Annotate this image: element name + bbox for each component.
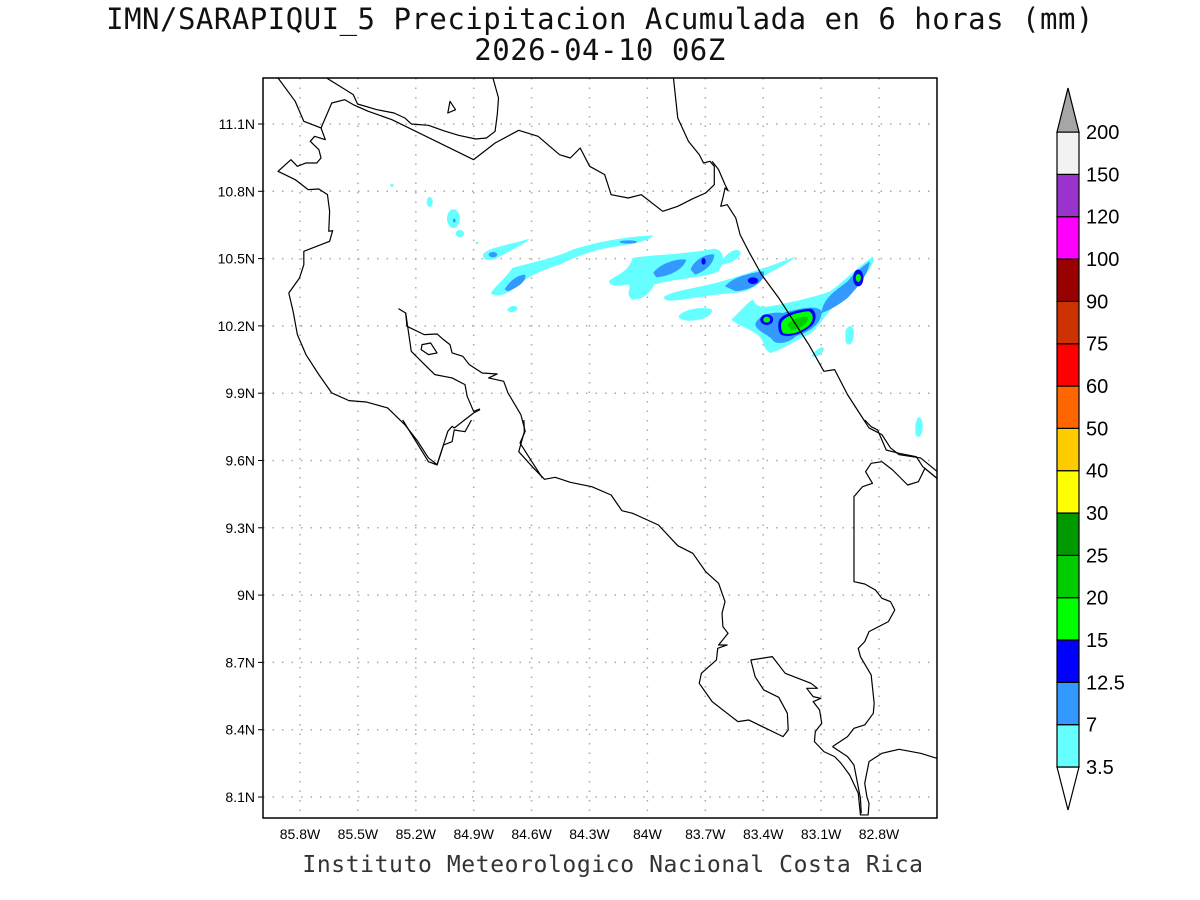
colorbar-level-label: 200	[1086, 122, 1119, 144]
lat-label: 10.8N	[218, 183, 255, 199]
lon-label: 84W	[633, 826, 663, 842]
lon-label: 82.8W	[859, 826, 900, 842]
lat-label: 9N	[237, 587, 255, 603]
lat-label: 8.7N	[225, 654, 255, 670]
colorbar-swatch	[1056, 724, 1080, 768]
colorbar-legend: 3.5 7 12.5 15 20 25 30 40 50 60 75 90 100 120 150 200	[1056, 87, 1125, 811]
precip-20-25mm	[787, 316, 809, 331]
lon-label: 84.6W	[511, 826, 552, 842]
lat-label: 8.4N	[225, 722, 255, 738]
colorbar-swatch	[1056, 216, 1080, 260]
precipitation-field	[390, 183, 923, 437]
colorbar-swatch	[1056, 385, 1080, 429]
colorbar-level-label: 50	[1086, 418, 1108, 440]
lon-label: 84.9W	[453, 826, 494, 842]
lat-label: 9.3N	[225, 520, 255, 536]
colorbar-swatch	[1056, 554, 1080, 599]
colorbar-level-label: 7	[1086, 715, 1097, 737]
colorbar-swatch	[1056, 173, 1080, 218]
lon-label: 85.5W	[338, 826, 379, 842]
lat-label: 10.2N	[218, 318, 255, 334]
colorbar-level-label: 120	[1086, 207, 1119, 229]
colorbar-level-label: 75	[1086, 334, 1108, 356]
map-valid-time: 2026-04-10 06Z	[474, 33, 726, 67]
graticule	[263, 78, 937, 818]
colorbar-level-label: 20	[1086, 588, 1108, 610]
lat-label: 9.6N	[225, 453, 255, 469]
colorbar-swatch	[1056, 681, 1080, 726]
colorbar-swatch	[1056, 470, 1080, 514]
map-title: IMN/SARAPIQUI_5 Precipitacion Acumulada …	[106, 2, 1094, 36]
lon-label: 83.1W	[801, 826, 842, 842]
colorbar-level-label: 40	[1086, 461, 1108, 483]
colorbar-level-label: 90	[1086, 291, 1108, 313]
footer-credit: Instituto Meteorologico Nacional Costa R…	[302, 852, 924, 878]
colorbar-level-label: 30	[1086, 503, 1108, 525]
colorbar-level-label: 12.5	[1086, 672, 1125, 694]
colorbar-swatch	[1056, 639, 1080, 683]
colorbar-swatch	[1056, 597, 1080, 641]
lon-label: 85.2W	[396, 826, 437, 842]
lon-label: 85.8W	[280, 826, 321, 842]
colorbar-level-label: 15	[1086, 630, 1108, 652]
coastlines-north	[278, 78, 937, 478]
lat-label: 9.9N	[225, 385, 255, 401]
map-frame	[262, 77, 938, 819]
colorbar-swatch	[1056, 512, 1080, 556]
colorbar-under-triangle	[1056, 766, 1080, 811]
colorbar-level-label: 60	[1086, 376, 1108, 398]
lat-label: 11.1N	[219, 116, 255, 132]
colorbar-swatch	[1056, 300, 1080, 345]
colorbar-level-label: 150	[1086, 164, 1119, 186]
lat-label: 8.1N	[225, 789, 255, 805]
colorbar-swatch	[1056, 427, 1080, 472]
coastlines-south	[403, 420, 937, 815]
lon-label: 83.4W	[743, 826, 784, 842]
colorbar-swatch	[1056, 258, 1080, 302]
colorbar-level-label: 25	[1086, 545, 1108, 567]
colorbar-swatch	[1056, 343, 1080, 387]
colorbar-level-label: 100	[1086, 249, 1119, 271]
lon-label: 83.7W	[685, 826, 726, 842]
lon-label: 84.3W	[569, 826, 610, 842]
map-axes: 11.1N 10.8N 10.5N 10.2N 9.9N 9.6N 9.3N 9N 8.7N 8.…	[218, 116, 900, 842]
colorbar-swatch	[1056, 131, 1080, 175]
lat-label: 10.5N	[218, 251, 255, 267]
precip-3.5-7mm	[390, 183, 923, 437]
colorbar-over-triangle	[1056, 87, 1080, 133]
colorbar-level-label: 3.5	[1086, 757, 1114, 779]
